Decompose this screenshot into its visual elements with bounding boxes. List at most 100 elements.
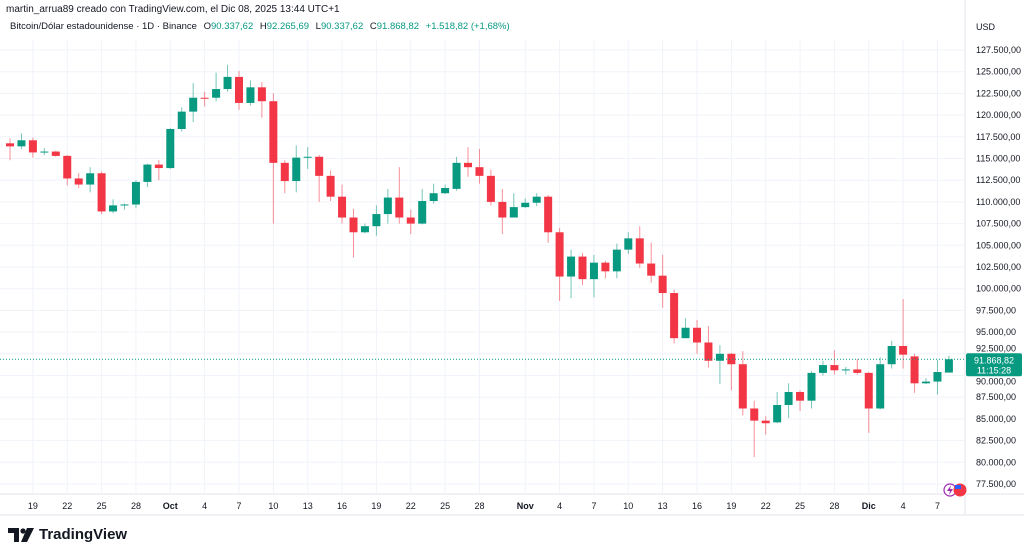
candle [612,243,621,279]
candle-body [51,151,60,156]
time-tick-label: Oct [163,501,178,511]
tradingview-logo-icon [8,527,34,542]
candle-body [280,162,289,182]
price-tick-label: 97.500,00 [976,305,1016,315]
candle-body [647,263,656,276]
candle [509,193,518,218]
currency-label[interactable]: USD [976,22,996,32]
candle [292,145,301,193]
candle-body [910,356,919,384]
candle-body [223,76,232,90]
candle [486,169,495,206]
candle [693,319,701,354]
candle [63,155,72,186]
price-tick-label: 125.000,00 [976,67,1021,77]
time-tick-label: 25 [795,501,805,511]
candle-body [40,151,49,153]
candle-body [257,87,266,102]
candle-body [246,87,255,103]
candle-body [899,345,908,355]
time-axis[interactable]: 19 22 25 28 Oct 4 7 10 13 16 19 22 25 28 Nov 4 7 10 13 16 19… [28,501,940,511]
candle-body [406,217,415,224]
symbol-legend: Bitcoin/Dólar estadounidense · 1D · Bina… [10,21,510,32]
time-tick-label: 4 [202,501,207,511]
candle-body [796,391,805,401]
event-icons[interactable] [943,483,967,497]
candle-body [349,217,358,233]
candle [303,147,312,169]
candle-body [727,353,736,365]
candle-body [212,89,221,98]
candle-body [131,181,140,205]
candle-body [28,140,37,153]
time-tick-label: 25 [97,501,107,511]
candle-body [738,364,747,409]
bar-countdown: 11:15:28 [977,365,1011,375]
candle-body [360,226,369,233]
close-label: C [369,21,377,32]
time-tick-label: 13 [303,501,313,511]
time-tick-label: 10 [268,501,278,511]
candle [887,340,896,369]
grid [0,0,1024,516]
candle [830,350,839,375]
candle-body [395,197,404,218]
close-value: 91.868,82 [376,21,420,32]
candle-body [97,173,106,212]
time-tick-label: 22 [406,501,416,511]
price-axis[interactable]: 127.500,00 125.000,00 122.500,00 120.000,00… [976,45,1021,489]
candle [6,138,14,161]
time-tick-label: Dic [862,501,876,511]
tradingview-logo-text: TradingView [39,526,128,543]
candle [532,193,541,207]
candle-body [670,293,679,339]
candle-body [235,76,243,103]
candle [704,326,713,368]
candle [246,80,255,106]
candle [74,173,83,189]
candle [647,242,656,283]
candle-body [944,359,953,373]
candle-body [498,201,507,218]
candle-body [200,97,209,99]
candle [727,352,736,391]
price-tick-label: 82.500,00 [976,436,1016,446]
tradingview-logo[interactable]: TradingView [8,526,127,543]
candle [498,188,507,235]
price-tick-label: 122.500,00 [976,88,1021,98]
candle-body [887,345,896,365]
candle-body [6,143,14,147]
candle [166,128,175,169]
candle [944,355,953,373]
candle-body [818,365,827,373]
candle [910,353,919,393]
candle [761,416,770,435]
price-tick-label: 100.000,00 [976,284,1021,294]
candle [475,148,484,184]
candle-body [784,391,793,406]
candle [212,72,221,102]
high-value: 92.265,69 [266,21,310,32]
candle [670,289,679,344]
open-value: 90.337,62 [210,21,254,32]
candle [773,391,782,424]
time-tick-label: 19 [726,501,736,511]
high-label: H [259,21,267,32]
time-tick-label: 28 [474,501,484,511]
symbol-name[interactable]: Bitcoin/Dólar estadounidense · 1D · Bina… [10,21,197,32]
candle-body [773,405,782,423]
candle [555,227,564,301]
candle [796,390,805,412]
time-tick-label: 7 [236,501,241,511]
candle [406,209,415,235]
candle [200,91,209,107]
candle [120,203,129,210]
candle [189,82,198,123]
last-price-badge: 91.868,82 11:15:28 [966,353,1022,377]
candle [853,359,862,375]
candle-body [418,201,427,224]
candle-body [452,162,461,189]
candle-body [761,420,770,424]
candle-body [372,214,381,227]
